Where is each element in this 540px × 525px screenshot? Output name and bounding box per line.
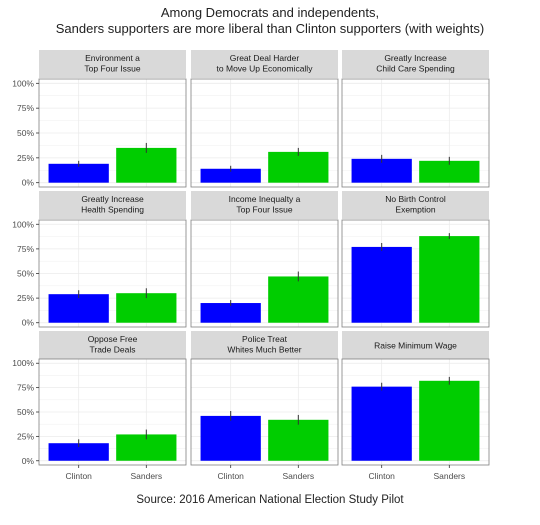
panel-border (190, 219, 339, 328)
panel-border (341, 219, 490, 328)
facet-strip (342, 191, 489, 219)
bar-sanders (268, 276, 329, 323)
facet-title: Great Deal Harder (230, 53, 300, 63)
bar-clinton (200, 303, 261, 323)
source-caption: Source: 2016 American National Election … (136, 494, 404, 506)
facet-strip (191, 191, 338, 219)
facet-strip (342, 50, 489, 78)
y-tick-label: 0% (22, 456, 35, 466)
facet-title: Health Spending (81, 205, 144, 215)
y-tick-label: 0% (22, 178, 35, 188)
y-tick-label: 75% (17, 383, 34, 393)
bar-clinton (200, 168, 261, 183)
facet-strip (39, 191, 186, 219)
facet-title: Child Care Spending (376, 64, 455, 74)
y-tick-label: 25% (17, 153, 34, 163)
bar-sanders (268, 151, 329, 183)
facet-title: Top Four Issue (236, 205, 292, 215)
bar-sanders (419, 380, 480, 461)
y-tick-label: 0% (22, 318, 35, 328)
facet-strip (342, 331, 489, 359)
y-tick-label: 100% (12, 358, 34, 368)
bar-clinton (351, 386, 412, 461)
y-tick-label: 25% (17, 293, 34, 303)
chart-title-line-2: Sanders supporters are more liberal than… (55, 21, 485, 36)
y-tick-label: 100% (12, 78, 34, 88)
bar-clinton (351, 246, 412, 323)
x-tick-label: Clinton (65, 471, 92, 481)
y-tick-label: 100% (12, 219, 34, 229)
facet-strip (191, 50, 338, 78)
y-tick-label: 75% (17, 244, 34, 254)
x-tick-label: Sanders (130, 471, 162, 481)
x-tick-label: Clinton (368, 471, 395, 481)
facet-title: Trade Deals (90, 345, 136, 355)
facet-title: Greatly Increase (384, 53, 447, 63)
facet-title: Raise Minimum Wage (374, 341, 457, 351)
facet-strip (39, 331, 186, 359)
bar-sanders (419, 236, 480, 323)
x-tick-label: Sanders (282, 471, 314, 481)
facet-title: to Move Up Economically (217, 64, 314, 74)
bar-sanders (419, 160, 480, 183)
panel-border (190, 358, 339, 466)
chart-title-line-1: Among Democrats and independents, (160, 5, 380, 20)
x-tick-label: Sanders (433, 471, 465, 481)
facet-title: Income Inequalty a (229, 194, 301, 204)
bar-clinton (351, 158, 412, 183)
bar-clinton (48, 443, 109, 461)
facet-title: Top Four Issue (84, 64, 140, 74)
y-tick-label: 25% (17, 431, 34, 441)
facet-strip (191, 331, 338, 359)
facet-title: Greatly Increase (81, 194, 144, 204)
y-tick-label: 50% (17, 269, 34, 279)
facet-title: Oppose Free (88, 334, 138, 344)
facet-title: Exemption (395, 205, 435, 215)
y-tick-label: 50% (17, 407, 34, 417)
bar-sanders (116, 147, 177, 183)
bar-clinton (48, 163, 109, 183)
panel-border (341, 358, 490, 466)
bar-sanders (268, 419, 329, 461)
bar-clinton (48, 294, 109, 323)
facet-strip (39, 50, 186, 78)
facet-title: Police Treat (242, 334, 288, 344)
y-tick-label: 75% (17, 103, 34, 113)
bar-clinton (200, 415, 261, 461)
panel-border (190, 78, 339, 188)
y-tick-label: 50% (17, 128, 34, 138)
facet-title: Environment a (85, 53, 140, 63)
panel-border (341, 78, 490, 188)
facet-title: No Birth Control (385, 194, 446, 204)
facet-title: Whites Much Better (227, 345, 301, 355)
x-tick-label: Clinton (217, 471, 244, 481)
